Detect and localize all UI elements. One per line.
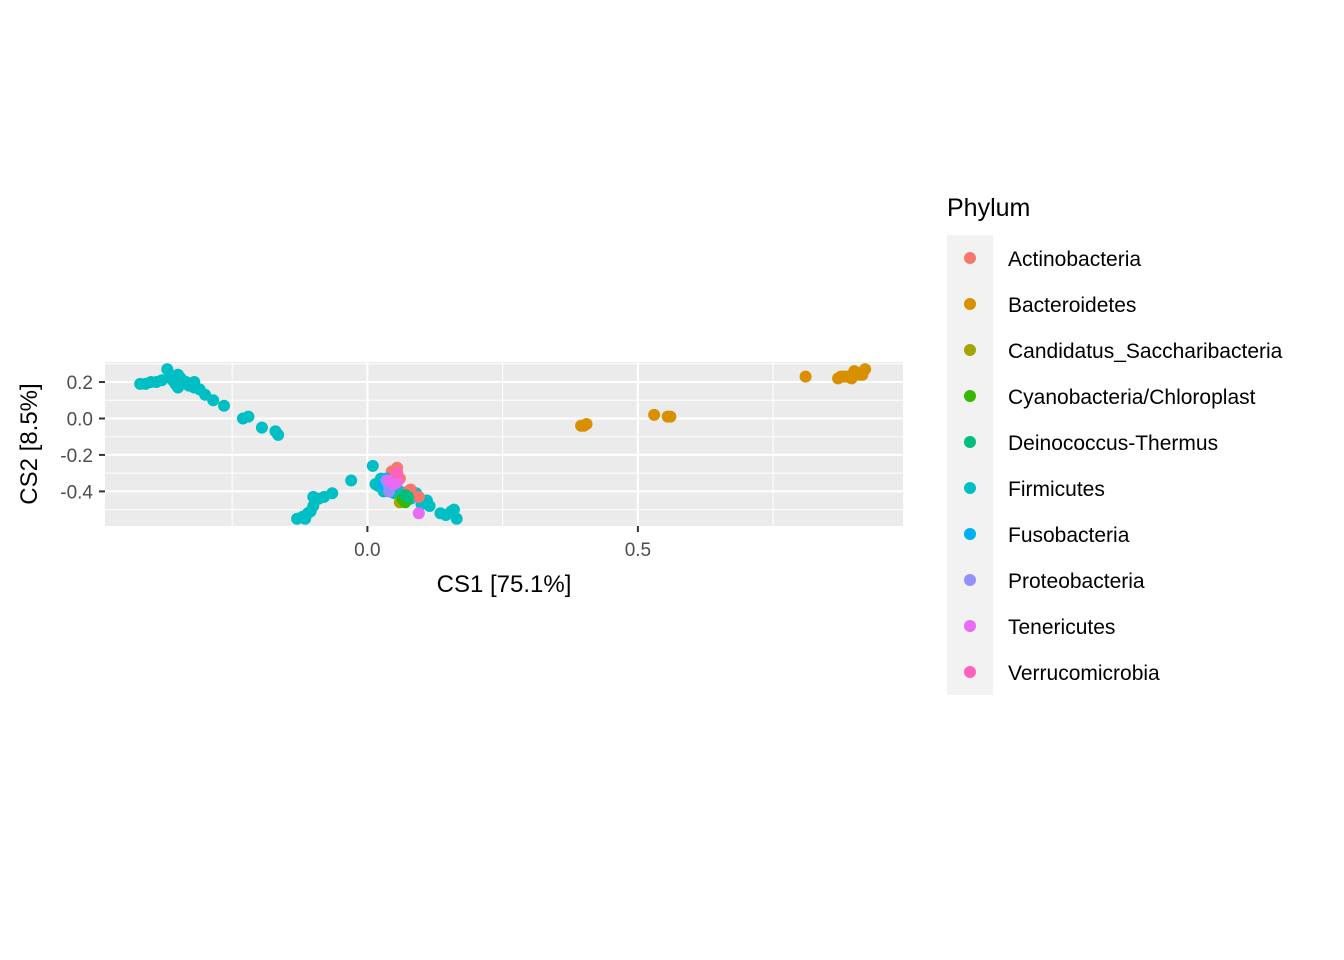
legend-key <box>964 390 976 402</box>
data-point <box>450 512 463 525</box>
legend-key <box>964 666 976 678</box>
data-point <box>255 421 268 434</box>
legend-title: Phylum <box>947 194 1030 222</box>
legend-label: Bacteroidetes <box>1008 294 1136 317</box>
data-point <box>391 476 404 489</box>
data-point <box>423 499 436 512</box>
y-tick-label: -0.4 <box>60 482 93 503</box>
legend-label: Candidatus_Saccharibacteria <box>1008 340 1283 363</box>
legend-key <box>964 620 976 632</box>
data-points <box>134 363 872 525</box>
data-point <box>366 459 379 472</box>
x-axis: 0.0 0.5 <box>354 526 651 561</box>
legend-label: Fusobacteria <box>1008 524 1130 547</box>
legend-key-background <box>947 235 993 695</box>
x-axis-title: CS1 [75.1%] <box>437 571 572 598</box>
data-point <box>401 490 414 503</box>
legend: Actinobacteria Bacteroidetes Candidatus_Sa… <box>964 248 1283 685</box>
plot-panel <box>105 362 903 526</box>
legend-key <box>964 298 976 310</box>
data-point <box>207 394 220 407</box>
legend-label: Proteobacteria <box>1008 570 1145 593</box>
data-point <box>856 368 869 381</box>
legend-label: Tenericutes <box>1008 616 1115 639</box>
y-tick-label: -0.2 <box>60 446 93 467</box>
data-point <box>391 467 404 480</box>
legend-label: Firmicutes <box>1008 478 1105 501</box>
grid-minor <box>105 362 903 526</box>
legend-key <box>964 344 976 356</box>
data-point <box>799 370 812 383</box>
legend-key <box>964 252 976 264</box>
data-point <box>412 490 425 503</box>
x-tick-label: 0.0 <box>354 540 380 561</box>
legend-label: Cyanobacteria/Chloroplast <box>1008 386 1256 409</box>
data-point <box>218 399 231 412</box>
data-point <box>648 408 661 421</box>
data-point <box>326 487 339 500</box>
data-point <box>345 474 358 487</box>
legend-key <box>964 574 976 586</box>
x-tick-label: 0.5 <box>625 540 651 561</box>
legend-key <box>964 528 976 540</box>
data-point <box>412 507 425 520</box>
y-tick-label: 0.0 <box>67 409 93 430</box>
data-point <box>580 417 593 430</box>
legend-key <box>964 482 976 494</box>
legend-label: Deinococcus-Thermus <box>1008 432 1218 455</box>
legend-label: Actinobacteria <box>1008 248 1141 271</box>
data-point <box>242 410 255 423</box>
legend-key <box>964 436 976 448</box>
y-axis: 0.2 0.0 -0.2 -0.4 <box>60 373 105 503</box>
data-point <box>447 503 460 516</box>
data-point <box>272 428 285 441</box>
y-tick-label: 0.2 <box>67 373 93 394</box>
y-axis-title: CS2 [8.5%] <box>16 383 43 504</box>
legend-label: Verrucomicrobia <box>1008 662 1160 685</box>
data-point <box>664 410 677 423</box>
